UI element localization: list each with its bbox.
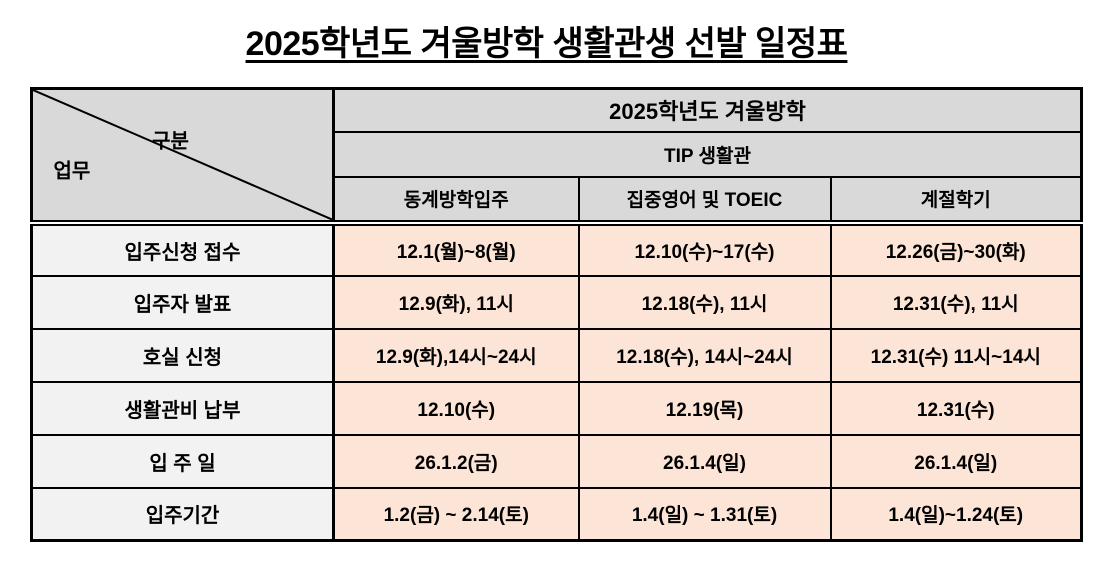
col-header-intensive-english-toeic: 집중영어 및 TOEIC	[577, 175, 832, 226]
row-label: 입주자 발표	[30, 274, 335, 330]
table-row-application-period: 입주신청 접수 12.1(월)~8(월) 12.10(수)~17(수) 12.2…	[30, 221, 1083, 277]
row-label: 생활관비 납부	[30, 380, 335, 436]
group-header-winter-term: 2025학년도 겨울방학	[332, 87, 1083, 133]
table-row-resident-announcement: 입주자 발표 12.9(화), 11시 12.18(수), 11시 12.31(…	[30, 274, 1083, 330]
row-label: 입 주 일	[30, 433, 335, 489]
row-label: 입주신청 접수	[30, 221, 335, 277]
corner-label-category: 구분	[152, 130, 189, 153]
corner-label-task: 업무	[53, 160, 91, 183]
diagonal-line	[33, 90, 332, 220]
data-cell: 12.10(수)~17(수)	[577, 221, 832, 277]
data-cell: 26.1.4(일)	[829, 433, 1083, 489]
data-cell: 12.1(월)~8(월)	[332, 221, 580, 277]
data-cell: 12.18(수), 11시	[577, 274, 832, 330]
data-cell: 1.4(일) ~ 1.31(토)	[577, 486, 832, 542]
table-row-room-application: 호실 신청 12.9(화),14시~24시 12.18(수), 14시~24시 …	[30, 327, 1083, 383]
data-cell: 12.9(화), 11시	[332, 274, 580, 330]
corner-diagonal-cell: 구분 업무	[30, 87, 335, 226]
page-title: 2025학년도 겨울방학 생활관생 선발 일정표	[245, 25, 848, 63]
table-row-residence-period: 입주기간 1.2(금) ~ 2.14(토) 1.4(일) ~ 1.31(토) 1…	[30, 486, 1083, 542]
table-row-move-in-date: 입 주 일 26.1.2(금) 26.1.4(일) 26.1.4(일)	[30, 433, 1083, 489]
col-header-winter-stay: 동계방학입주	[332, 175, 580, 226]
data-cell: 26.1.4(일)	[577, 433, 832, 489]
data-cell: 12.31(수)	[829, 380, 1083, 436]
schedule-table: 구분 업무 2025학년도 겨울방학 TIP 생활관 동계방학입주 집중영어 및…	[30, 87, 1083, 542]
subgroup-header-tip-dorm: TIP 생활관	[332, 130, 1083, 178]
data-cell: 1.4(일)~1.24(토)	[829, 486, 1083, 542]
data-cell: 12.26(금)~30(화)	[829, 221, 1083, 277]
data-cell: 1.2(금) ~ 2.14(토)	[332, 486, 580, 542]
table-row-dorm-fee-payment: 생활관비 납부 12.10(수) 12.19(목) 12.31(수)	[30, 380, 1083, 436]
col-header-seasonal-semester: 계절학기	[829, 175, 1083, 226]
data-cell: 12.18(수), 14시~24시	[577, 327, 832, 383]
data-cell: 12.10(수)	[332, 380, 580, 436]
data-cell: 26.1.2(금)	[332, 433, 580, 489]
data-cell: 12.19(목)	[577, 380, 832, 436]
data-cell: 12.9(화),14시~24시	[332, 327, 580, 383]
row-label: 입주기간	[30, 486, 335, 542]
data-cell: 12.31(수), 11시	[829, 274, 1083, 330]
data-cell: 12.31(수) 11시~14시	[829, 327, 1083, 383]
row-label: 호실 신청	[30, 327, 335, 383]
